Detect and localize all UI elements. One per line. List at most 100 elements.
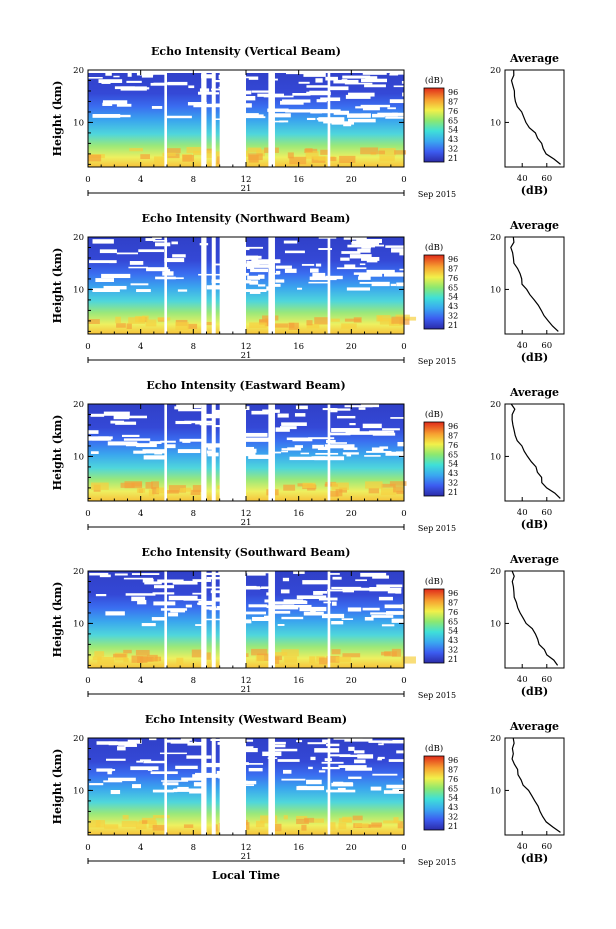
y-tick-label: 20 <box>73 400 84 410</box>
no-data-speckle <box>104 769 116 771</box>
no-data-speckle <box>308 437 335 440</box>
no-data-speckle <box>316 591 328 594</box>
colorbar-tick-label: 76 <box>448 274 458 283</box>
x-tick-label: 16 <box>293 676 304 686</box>
no-data-speckle <box>146 267 169 272</box>
x-tick-label: 0 <box>401 676 406 686</box>
no-data-speckle <box>130 766 159 771</box>
no-data-speckle <box>318 248 333 250</box>
no-data-speckle <box>357 248 371 253</box>
warm-echo-patch <box>216 156 223 165</box>
no-data-speckle <box>285 109 313 113</box>
no-data-speckle <box>389 73 399 76</box>
no-data-speckle <box>282 604 312 608</box>
x-tick-label: 16 <box>293 342 304 352</box>
warm-echo-patch <box>397 821 403 829</box>
colorbar-tick-label: 43 <box>448 302 458 311</box>
x-axis-label: Local Time <box>212 869 280 882</box>
warm-echo-patch <box>152 815 170 819</box>
warm-echo-patch <box>139 820 157 824</box>
no-data-speckle <box>258 274 265 279</box>
warm-echo-patch <box>339 155 356 163</box>
colorbar-tick-label: 54 <box>448 126 458 135</box>
no-data-speckle <box>358 274 371 278</box>
colorbar-unit: (dB) <box>425 576 443 587</box>
warm-echo-patch <box>329 822 336 830</box>
warm-echo-patch <box>355 823 369 828</box>
no-data-speckle <box>89 572 109 576</box>
warm-echo-patch <box>180 488 186 493</box>
no-data-speckle <box>249 280 259 285</box>
warm-echo-patch <box>296 815 308 820</box>
average-title: Average <box>509 52 559 65</box>
no-data-speckle <box>271 741 286 745</box>
no-data-speckle <box>245 289 267 293</box>
no-data-speckle <box>168 612 179 617</box>
no-data-speckle <box>361 78 388 83</box>
no-data-speckle <box>344 264 356 268</box>
warm-echo-patch <box>314 317 329 325</box>
warm-echo-patch <box>338 822 347 830</box>
no-data-speckle <box>142 578 154 583</box>
colorbar <box>423 254 445 330</box>
average-title: Average <box>509 720 559 733</box>
colorbar-tick-label: 65 <box>448 116 458 125</box>
no-data-speckle <box>284 268 297 273</box>
no-data-speckle <box>168 595 198 601</box>
warm-echo-patch <box>389 481 407 486</box>
no-data-speckle <box>254 261 260 265</box>
no-data-speckle <box>385 116 415 119</box>
no-data-speckle <box>382 428 400 431</box>
no-data-speckle <box>396 282 406 287</box>
no-data-speckle <box>381 740 405 744</box>
colorbar-tick-label: 32 <box>448 479 458 488</box>
no-data-speckle <box>311 109 341 114</box>
data-gap <box>327 738 331 835</box>
colorbar-tick-label: 21 <box>448 154 458 163</box>
no-data-speckle <box>336 415 356 419</box>
no-data-speckle <box>370 786 382 791</box>
no-data-speckle <box>318 237 337 239</box>
no-data-speckle <box>311 276 337 281</box>
data-gap <box>211 571 216 668</box>
warm-echo-patch <box>139 656 154 662</box>
no-data-speckle <box>172 254 186 258</box>
no-data-speckle <box>372 575 389 579</box>
data-gap <box>327 404 331 501</box>
no-data-speckle <box>128 266 148 269</box>
no-data-speckle <box>123 577 154 580</box>
warm-echo-patch <box>154 156 166 164</box>
no-data-speckle <box>96 768 113 772</box>
no-data-speckle <box>328 86 349 91</box>
no-data-speckle <box>331 621 344 625</box>
no-data-speckle <box>154 452 163 455</box>
no-data-speckle <box>101 273 131 279</box>
no-data-speckle <box>384 587 402 590</box>
no-data-speckle <box>344 738 373 742</box>
no-data-speckle <box>118 415 148 419</box>
no-data-speckle <box>136 760 144 763</box>
warm-echo-patch <box>269 652 288 656</box>
no-data-speckle <box>115 421 137 425</box>
data-gap <box>219 70 246 167</box>
no-data-speckle <box>310 111 322 114</box>
no-data-speckle <box>95 278 115 283</box>
no-data-speckle <box>193 103 221 108</box>
no-data-speckle <box>360 104 391 108</box>
date-label: Sep 2015 <box>418 691 456 700</box>
colorbar-tick-label: 32 <box>448 145 458 154</box>
no-data-speckle <box>284 250 305 254</box>
no-data-speckle <box>250 268 269 273</box>
no-data-speckle <box>323 120 343 124</box>
x-tick-label: 12 <box>241 342 252 352</box>
warm-echo-patch <box>247 147 262 153</box>
no-data-speckle <box>179 438 202 442</box>
y-tick-label: 20 <box>73 66 84 76</box>
no-data-speckle <box>187 102 207 106</box>
no-data-speckle <box>321 761 344 764</box>
no-data-speckle <box>141 74 153 78</box>
no-data-speckle <box>160 440 176 443</box>
x-tick-label: 12 <box>241 509 252 519</box>
no-data-speckle <box>152 789 174 793</box>
no-data-speckle <box>103 411 130 416</box>
